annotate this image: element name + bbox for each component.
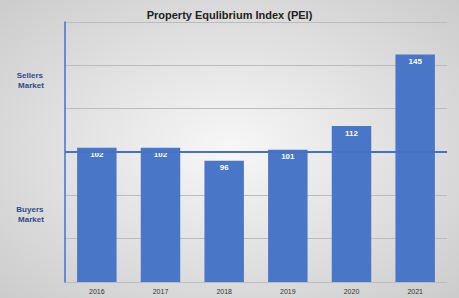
svg-text:Sellers: Sellers: [17, 71, 45, 80]
svg-text:Market: Market: [18, 81, 44, 90]
svg-text:112: 112: [345, 129, 358, 138]
svg-text:102: 102: [153, 150, 168, 160]
svg-text:2017: 2017: [153, 288, 169, 295]
svg-text:Market: Market: [18, 215, 44, 224]
svg-text:101: 101: [281, 152, 295, 161]
svg-text:102: 102: [90, 150, 104, 160]
svg-text:2018: 2018: [216, 288, 232, 295]
svg-text:2016: 2016: [89, 288, 105, 295]
svg-text:2021: 2021: [407, 288, 423, 295]
svg-text:Property Equlibrium Index (PEI: Property Equlibrium Index (PEI): [147, 9, 313, 21]
svg-text:2019: 2019: [280, 288, 296, 295]
svg-text:96: 96: [220, 163, 229, 172]
svg-text:Buyers: Buyers: [16, 205, 45, 214]
svg-text:2020: 2020: [344, 288, 360, 295]
svg-text:145: 145: [408, 57, 422, 66]
